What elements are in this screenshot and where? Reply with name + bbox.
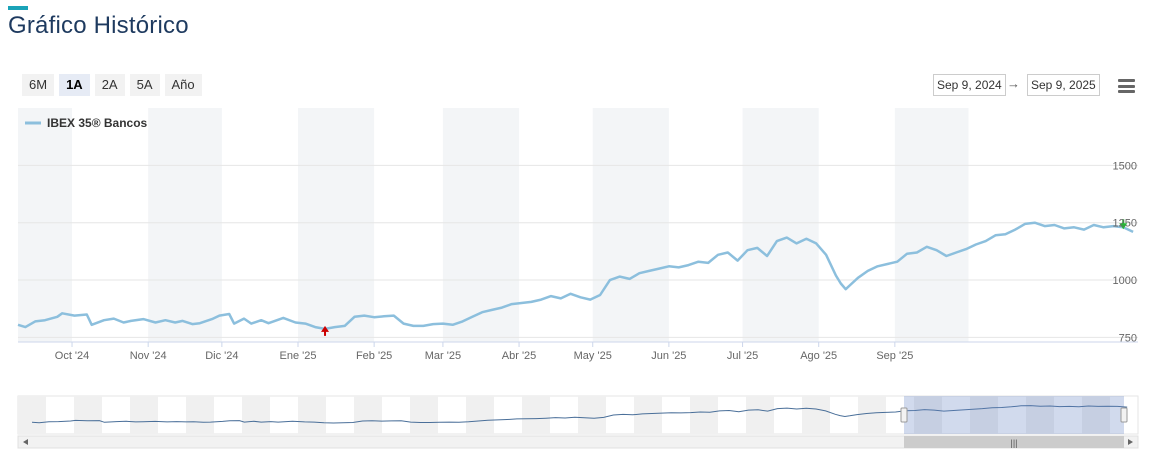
date-range-arrow: → bbox=[1007, 76, 1020, 91]
navigator-band bbox=[578, 396, 606, 434]
y-tick-label: 1500 bbox=[1113, 160, 1137, 172]
x-axis: Oct '24 Nov '24 Dic '24 Ene '25 Feb '25 Mar '… bbox=[55, 342, 913, 362]
navigator-band bbox=[914, 396, 942, 434]
navigator-handle-left[interactable] bbox=[900, 407, 908, 423]
chart-band bbox=[298, 108, 375, 342]
chart-band bbox=[742, 108, 819, 342]
navigator-band bbox=[970, 396, 998, 434]
navigator-band bbox=[690, 396, 718, 434]
navigator-band bbox=[410, 396, 438, 434]
x-tick-label: Jun '25 bbox=[651, 350, 686, 362]
navigator-band bbox=[242, 396, 270, 434]
legend-label[interactable]: IBEX 35® Bancos bbox=[47, 116, 148, 130]
chart-band bbox=[148, 108, 222, 342]
navigator-band bbox=[74, 396, 102, 434]
date-to-input[interactable]: Sep 9, 2025 bbox=[1027, 74, 1100, 96]
navigator-band bbox=[298, 396, 326, 434]
scroll-left-icon[interactable] bbox=[23, 439, 28, 445]
navigator-handle-right[interactable] bbox=[1120, 407, 1128, 423]
y-tick-label: 1250 bbox=[1113, 218, 1137, 230]
x-tick-label: Dic '24 bbox=[205, 350, 238, 362]
scroll-right-icon[interactable] bbox=[1128, 439, 1133, 445]
navigator-band bbox=[466, 396, 494, 434]
y-tick-label: 1000 bbox=[1113, 275, 1137, 287]
navigator-band bbox=[746, 396, 774, 434]
series-line-ibex-35-bancos[interactable] bbox=[17, 221, 1134, 331]
navigator-series-line bbox=[31, 405, 1128, 424]
chart-gridlines bbox=[18, 164, 1138, 343]
x-tick-label: Feb '25 bbox=[356, 350, 392, 362]
x-tick-label: May '25 bbox=[574, 350, 612, 362]
range-button-2a[interactable]: 2A bbox=[94, 74, 125, 96]
navigator-band bbox=[354, 396, 382, 434]
y-axis: 750 1000 1250 1500 bbox=[1113, 160, 1137, 344]
chart-band bbox=[442, 108, 520, 342]
x-tick-label: Sep '25 bbox=[876, 350, 913, 362]
chart-legend: IBEX 35® Bancos bbox=[25, 116, 148, 130]
navigator-band bbox=[522, 396, 550, 434]
chart-band bbox=[18, 108, 73, 342]
navigator-band bbox=[1082, 396, 1110, 434]
x-tick-label: Ago '25 bbox=[800, 350, 837, 362]
title-accent-bar bbox=[8, 6, 28, 10]
navigator-band bbox=[802, 396, 830, 434]
range-button-1a[interactable]: 1A bbox=[59, 74, 90, 96]
date-from-input[interactable]: Sep 9, 2024 bbox=[933, 74, 1006, 96]
range-selector: 6M 1A 2A 5A Año bbox=[22, 74, 202, 96]
range-button-ano[interactable]: Año bbox=[164, 74, 202, 96]
navigator: ||| bbox=[17, 395, 1139, 449]
navigator-band bbox=[634, 396, 662, 434]
hamburger-menu-icon[interactable] bbox=[1118, 79, 1135, 93]
navigator-band bbox=[130, 396, 158, 434]
x-tick-label: Ene '25 bbox=[280, 350, 317, 362]
x-tick-label: Oct '24 bbox=[55, 350, 90, 362]
navigator-band bbox=[18, 396, 46, 434]
range-button-5a[interactable]: 5A bbox=[129, 74, 160, 96]
x-tick-label: Abr '25 bbox=[502, 350, 537, 362]
scrollbar-thumb[interactable] bbox=[904, 436, 1124, 448]
range-button-6m[interactable]: 6M bbox=[22, 74, 55, 96]
scrollbar-grip-icon: ||| bbox=[1010, 438, 1017, 448]
navigator-selection[interactable] bbox=[904, 396, 1124, 434]
page-title: Gráfico Histórico bbox=[8, 12, 189, 39]
navigator-band bbox=[1026, 396, 1054, 434]
x-tick-label: Jul '25 bbox=[727, 350, 758, 362]
x-tick-label: Nov '24 bbox=[130, 350, 167, 362]
x-tick-label: Mar '25 bbox=[425, 350, 461, 362]
navigator-band bbox=[186, 396, 214, 434]
y-tick-label: 750 bbox=[1119, 332, 1137, 344]
chart-bands bbox=[18, 108, 969, 342]
scrollbar-track[interactable] bbox=[17, 435, 1139, 449]
chart-markers bbox=[321, 219, 1128, 336]
chart-series bbox=[17, 221, 1134, 331]
arrow-up-icon bbox=[321, 325, 330, 336]
chart-band bbox=[894, 108, 969, 342]
arrow-down-icon bbox=[1119, 219, 1128, 230]
chart-band bbox=[592, 108, 669, 342]
navigator-band bbox=[858, 396, 886, 434]
